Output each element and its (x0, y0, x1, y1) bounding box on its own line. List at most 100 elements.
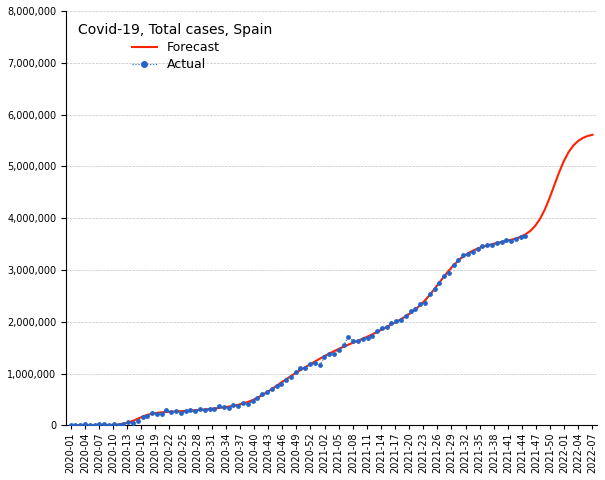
Actual (487, 241, 497, 249)
Actual (454, 256, 463, 264)
Actual (234, 402, 243, 410)
Actual (104, 421, 114, 429)
Actual (420, 299, 430, 307)
Actual (391, 318, 401, 325)
Actual (176, 409, 186, 417)
Actual (334, 347, 344, 354)
Actual (301, 364, 310, 372)
Actual (238, 399, 248, 407)
Actual (477, 242, 487, 250)
Actual (411, 306, 420, 313)
Actual (171, 408, 181, 415)
Actual (181, 408, 191, 415)
Actual (296, 365, 306, 372)
Actual (439, 273, 449, 280)
Actual (209, 405, 219, 413)
Actual (382, 323, 391, 331)
Line: Forecast: Forecast (71, 135, 592, 425)
Actual (229, 401, 238, 409)
Actual (362, 334, 372, 342)
Actual (248, 397, 258, 405)
Actual (138, 413, 148, 421)
Actual (66, 421, 76, 429)
Actual (339, 342, 348, 349)
Forecast (67, 422, 74, 428)
Actual (166, 408, 176, 416)
Actual (329, 349, 339, 357)
Actual (204, 406, 214, 413)
Actual (444, 269, 454, 276)
Actual (291, 368, 301, 376)
Actual (128, 419, 138, 427)
Actual (147, 409, 157, 417)
Actual (492, 239, 502, 246)
Actual (152, 410, 162, 418)
Forecast (436, 280, 443, 286)
Actual (516, 233, 526, 241)
Actual (468, 248, 478, 255)
Actual (252, 394, 262, 401)
Actual (310, 359, 319, 367)
Actual (358, 335, 368, 343)
Forecast (555, 170, 563, 176)
Actual (463, 250, 473, 258)
Forecast (589, 132, 596, 138)
Actual (406, 308, 416, 315)
Actual (243, 400, 253, 408)
Actual (272, 382, 281, 390)
Actual (133, 417, 143, 424)
Actual (353, 337, 363, 345)
Actual (281, 376, 291, 384)
Actual (114, 421, 123, 429)
Actual (319, 353, 329, 361)
Actual (142, 412, 152, 420)
Actual (200, 406, 209, 414)
Actual (186, 407, 195, 414)
Actual (521, 232, 531, 240)
Actual (276, 380, 286, 388)
Actual (396, 316, 406, 324)
Actual (449, 262, 459, 269)
Actual (344, 333, 353, 340)
Actual (511, 235, 521, 242)
Forecast (306, 361, 313, 367)
Actual (367, 332, 377, 339)
Actual (191, 408, 200, 415)
Actual (94, 420, 104, 428)
Actual (415, 300, 425, 308)
Actual (85, 421, 95, 429)
Actual (482, 241, 492, 249)
Actual (224, 404, 234, 411)
Actual (162, 407, 171, 414)
Actual (123, 419, 133, 426)
Forecast (220, 405, 227, 410)
Actual (459, 251, 468, 259)
Legend: Forecast, Actual: Forecast, Actual (72, 17, 279, 77)
Forecast (575, 138, 582, 144)
Actual (109, 420, 119, 428)
Actual (195, 406, 205, 413)
Actual (267, 385, 276, 393)
Actual (497, 238, 506, 246)
Actual (372, 327, 382, 335)
Actual (401, 312, 411, 320)
Actual (99, 420, 109, 428)
Actual (157, 410, 166, 418)
Forecast (321, 353, 328, 359)
Actual (315, 361, 324, 369)
Actual (286, 372, 296, 380)
Actual (506, 237, 516, 244)
Actual (348, 337, 358, 345)
Actual (305, 360, 315, 368)
Actual (387, 320, 396, 327)
Actual (473, 245, 482, 253)
Actual (214, 402, 224, 410)
Actual (377, 324, 387, 332)
Actual (502, 236, 511, 244)
Actual (425, 290, 434, 298)
Actual (324, 350, 334, 358)
Actual (257, 391, 267, 398)
Actual (219, 404, 229, 411)
Actual (90, 421, 99, 429)
Actual (262, 388, 272, 396)
